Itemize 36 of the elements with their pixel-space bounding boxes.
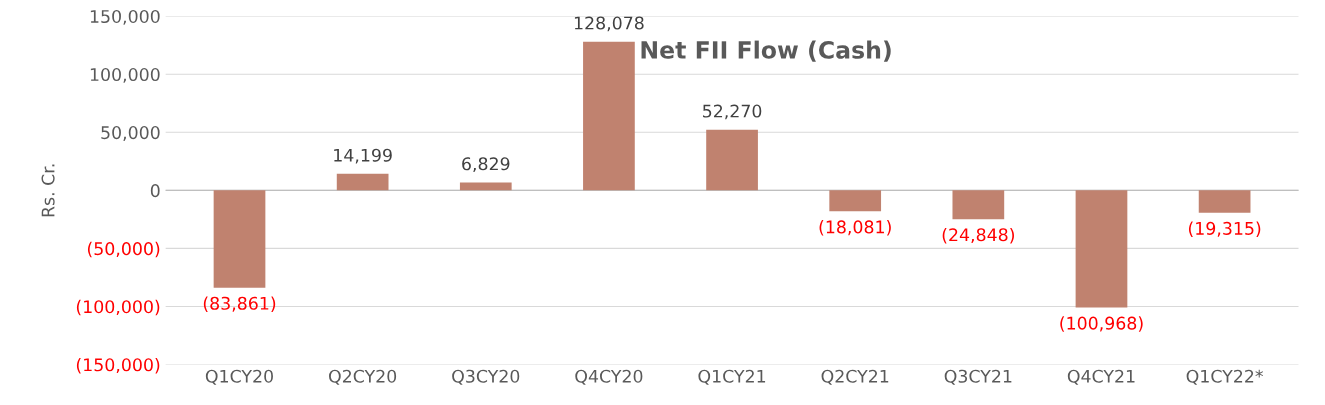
bar bbox=[213, 190, 266, 288]
data-label: 14,199 bbox=[334, 148, 392, 164]
text: Net FII Flow (Cash) bbox=[641, 40, 891, 62]
x-tick-label: Q4CY21 bbox=[1067, 369, 1135, 385]
data-label: 128,078 bbox=[574, 16, 644, 32]
y-tick-label: (150,000) bbox=[76, 357, 160, 374]
data-label: (100,968) bbox=[1060, 316, 1143, 332]
x-tick-label: Q1CY21 bbox=[698, 369, 766, 385]
data-label: (24,848) bbox=[942, 227, 1014, 244]
bar bbox=[1198, 190, 1251, 213]
y-tick-label: (50,000) bbox=[87, 241, 160, 258]
x-tick-label: Q3CY21 bbox=[944, 369, 1012, 385]
bar bbox=[459, 182, 512, 191]
y-tick-label: 0 bbox=[150, 184, 160, 198]
data-label: 6,829 bbox=[462, 157, 510, 173]
bar bbox=[829, 190, 882, 212]
x-tick-label: Q2CY21 bbox=[821, 369, 889, 385]
y-tick-label: 100,000 bbox=[90, 67, 160, 83]
bar bbox=[583, 41, 635, 191]
x-tick-label: Q1CY20 bbox=[205, 369, 273, 385]
y-axis-title: Rs. Cr. bbox=[41, 164, 55, 217]
y-tick-label: 150,000 bbox=[90, 9, 160, 25]
data-label: (83,861) bbox=[203, 296, 276, 312]
x-tick-label: Q3CY20 bbox=[452, 369, 520, 385]
y-tick-label: 50,000 bbox=[101, 126, 160, 141]
bar bbox=[336, 173, 389, 191]
bar bbox=[706, 129, 758, 191]
y-tick-label: (100,000) bbox=[76, 299, 160, 316]
x-tick-label: Q4CY20 bbox=[575, 369, 643, 385]
data-label: (19,315) bbox=[1188, 221, 1261, 237]
bar bbox=[952, 190, 1005, 220]
bar bbox=[1075, 190, 1128, 308]
data-label: (18,081) bbox=[819, 220, 891, 236]
data-label: 52,270 bbox=[703, 104, 762, 120]
x-tick-label: Q2CY20 bbox=[329, 369, 397, 385]
x-tick-label: Q1CY22* bbox=[1186, 369, 1264, 385]
